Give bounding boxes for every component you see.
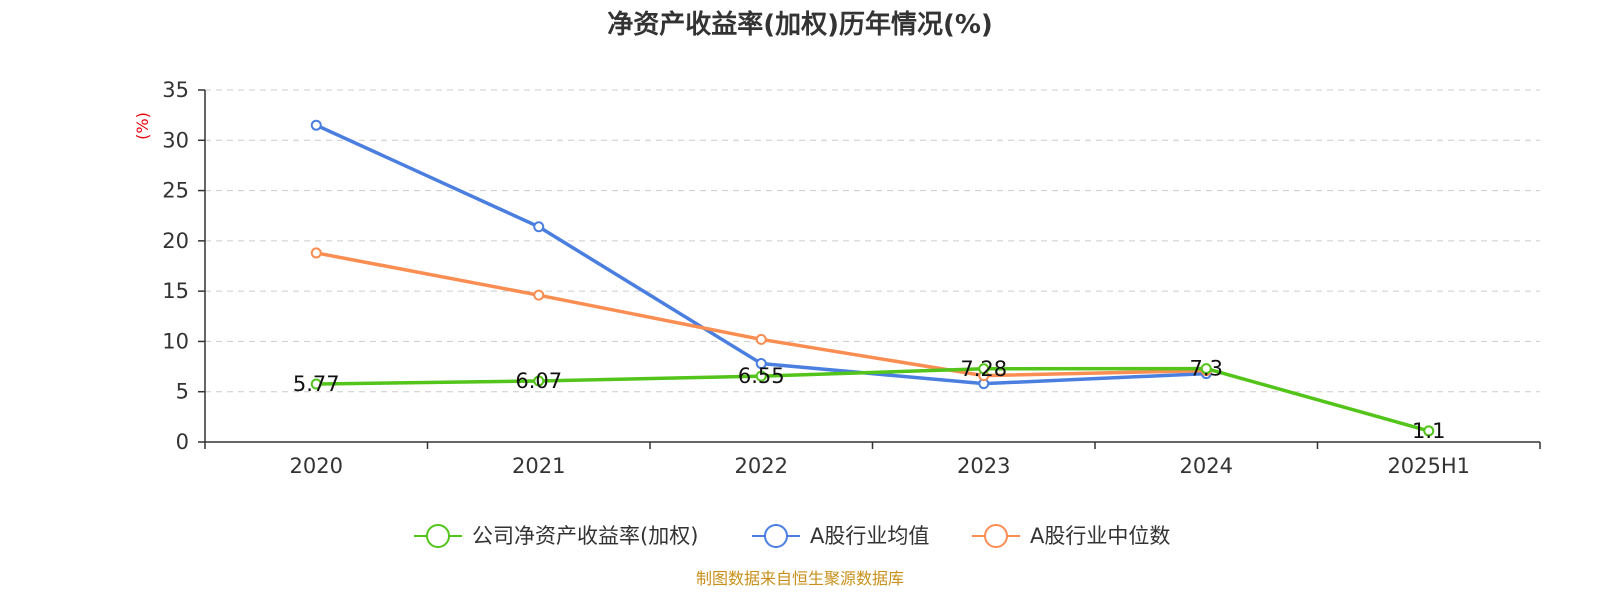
y-tick-label: 30: [162, 128, 189, 152]
data-label: 6.55: [738, 364, 785, 388]
x-tick-label: 2025H1: [1387, 454, 1470, 478]
data-labels: 5.77 6.07 6.55 7.28 7.3 1.1: [293, 357, 1446, 443]
legend-item-2: A股行业中位数: [972, 524, 1170, 548]
y-tick-label: 5: [176, 380, 189, 404]
legend-item-1: A股行业均值: [752, 524, 929, 548]
series-0-point: [1423, 425, 1435, 437]
y-tick-label: 35: [162, 78, 189, 102]
series-0-point: [533, 375, 545, 387]
series-0-point: [978, 363, 990, 375]
legend-marker: [426, 524, 450, 548]
legend-label: 公司净资产收益率(加权): [472, 524, 698, 548]
legend-label: A股行业均值: [810, 524, 929, 548]
series-1-point: [533, 221, 545, 233]
series-2-point: [533, 289, 545, 301]
data-label: 7.3: [1190, 357, 1223, 381]
series-line-2: [314, 251, 1208, 378]
series-2-point: [755, 333, 767, 345]
y-tick-label: 10: [162, 329, 189, 353]
data-source-note: 制图数据来自恒生聚源数据库: [696, 569, 904, 588]
x-tick-label: 2023: [957, 454, 1010, 478]
series-0-point: [1200, 363, 1212, 375]
data-label: 6.07: [515, 369, 562, 393]
data-label: 1.1: [1412, 419, 1445, 443]
y-tick-label: 15: [162, 279, 189, 303]
data-label: 7.28: [960, 357, 1007, 381]
legend-label: A股行业中位数: [1030, 524, 1170, 548]
x-tick-label: 2021: [512, 454, 565, 478]
series-0-point: [755, 370, 767, 382]
series-line-0: [314, 366, 1431, 433]
x-tick-label: 2022: [735, 454, 788, 478]
series-1-point: [310, 119, 322, 131]
y-tick-label: 20: [162, 229, 189, 253]
series-lines: [310, 119, 1435, 437]
legend: 公司净资产收益率(加权) A股行业均值 A股行业中位数: [414, 524, 1170, 548]
series-2-point: [310, 247, 322, 259]
data-label: 5.77: [293, 372, 340, 396]
x-tick-label: 2020: [290, 454, 343, 478]
legend-item-0: 公司净资产收益率(加权): [414, 524, 698, 548]
y-tick-label: 0: [176, 430, 189, 454]
chart-title: 净资产收益率(加权)历年情况(%): [607, 9, 993, 40]
y-tick-label: 25: [162, 179, 189, 203]
series-1-point: [755, 358, 767, 370]
x-tick-label: 2024: [1180, 454, 1233, 478]
axes: 0 5 10 15 20 25 30 35 2020 2021 2022 2023 2024 2025H1: [162, 78, 1541, 478]
grid-lines: [205, 89, 1540, 393]
legend-marker: [764, 524, 788, 548]
series-0-point: [310, 378, 322, 390]
y-axis-unit-label: (%): [133, 112, 152, 140]
legend-marker: [984, 524, 1008, 548]
